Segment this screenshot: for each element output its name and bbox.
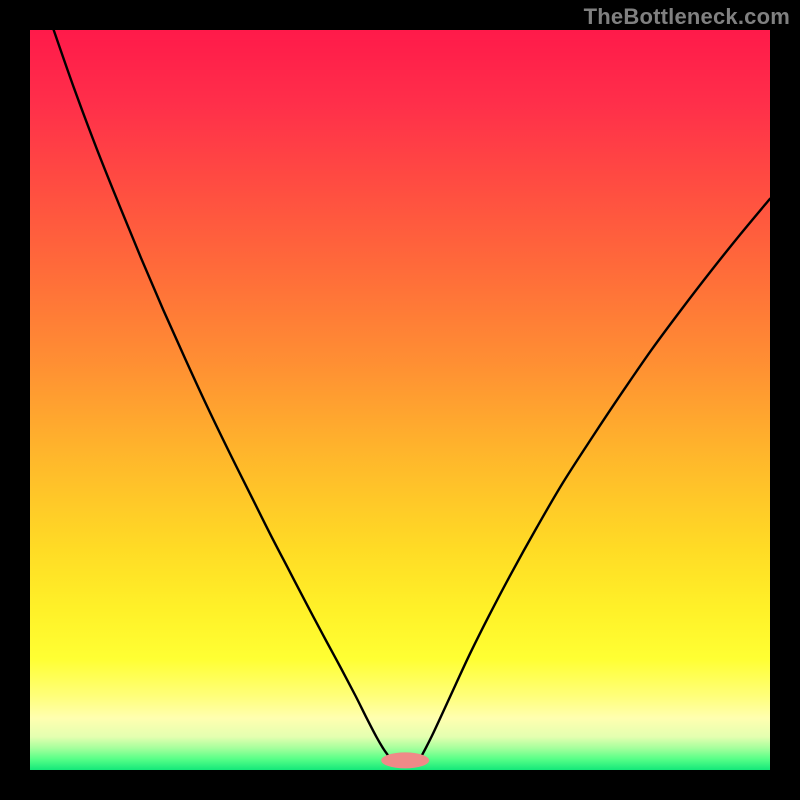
plot-area xyxy=(30,30,770,770)
dip-marker xyxy=(381,752,429,768)
watermark-text: TheBottleneck.com xyxy=(584,4,790,30)
chart-stage: TheBottleneck.com xyxy=(0,0,800,800)
gradient-background xyxy=(30,30,770,770)
bottleneck-chart xyxy=(0,0,800,800)
